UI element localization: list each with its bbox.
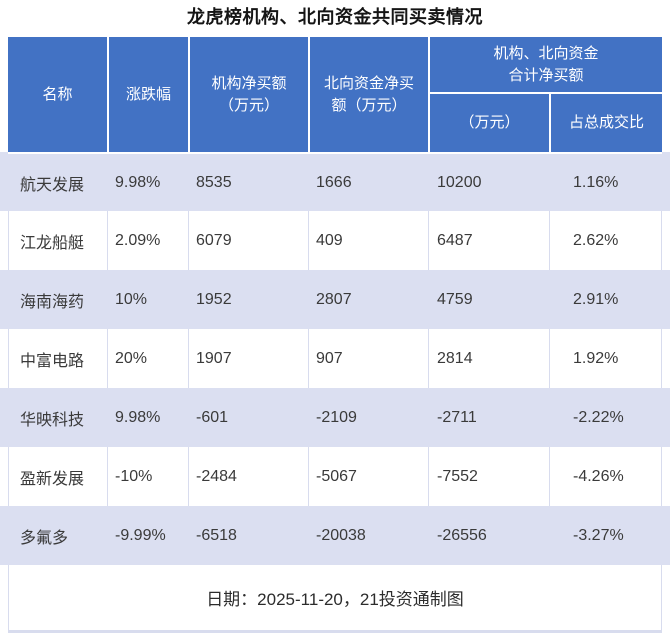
stock-name-cell: 江龙船艇 — [8, 211, 107, 270]
table-row: 多氟多 -9.99% -6518 -20038 -26556 -3.27% — [8, 506, 663, 565]
change-cell: 2.09% — [107, 211, 188, 270]
table-row: 江龙船艇 2.09% 6079 409 6487 2.62% — [8, 211, 663, 270]
inst-net-cell: 1907 — [188, 329, 308, 388]
total-net-cell: 2814 — [428, 329, 549, 388]
change-cell: 9.98% — [107, 388, 188, 447]
table-row: 中富电路 20% 1907 907 2814 1.92% — [8, 329, 663, 388]
stock-name-cell: 华映科技 — [8, 388, 107, 447]
table-header: 名称 涨跌幅 机构净买额 （万元） 北向资金净买 额（万元） 机构、北向资金 合… — [8, 37, 663, 152]
table-row: 华映科技 9.98% -601 -2109 -2711 -2.22% — [8, 388, 663, 447]
inst-net-cell: -6518 — [188, 506, 308, 565]
total-net-cell: 6487 — [428, 211, 549, 270]
north-net-cell: 1666 — [308, 152, 428, 211]
change-cell: 20% — [107, 329, 188, 388]
pct-cell: -3.27% — [549, 506, 663, 565]
change-cell: -10% — [107, 447, 188, 506]
source-note-text: 日期：2025-11-20，21投资通制图 — [206, 590, 464, 609]
north-net-cell: -20038 — [308, 506, 428, 565]
table-row: 海南海药 10% 1952 2807 4759 2.91% — [8, 270, 663, 329]
inst-net-cell: -601 — [188, 388, 308, 447]
change-cell: 9.98% — [107, 152, 188, 211]
stock-name-cell: 多氟多 — [8, 506, 107, 565]
total-net-cell: -26556 — [428, 506, 549, 565]
total-net-cell: 10200 — [428, 152, 549, 211]
stock-name-cell: 盈新发展 — [8, 447, 107, 506]
pct-cell: 1.92% — [549, 329, 663, 388]
col-header-name: 名称 — [8, 37, 107, 152]
col-header-change: 涨跌幅 — [107, 37, 188, 152]
inst-net-cell: 1952 — [188, 270, 308, 329]
stock-name-cell: 中富电路 — [8, 329, 107, 388]
north-net-cell: 2807 — [308, 270, 428, 329]
pct-cell: 2.62% — [549, 211, 663, 270]
col-header-north-net-buy: 北向资金净买 额（万元） — [308, 37, 428, 152]
north-net-cell: -5067 — [308, 447, 428, 506]
inst-net-cell: 6079 — [188, 211, 308, 270]
north-net-cell: 907 — [308, 329, 428, 388]
change-cell: -9.99% — [107, 506, 188, 565]
pct-cell: 1.16% — [549, 152, 663, 211]
header-row-sub: （万元） 占总成交比 — [8, 94, 663, 152]
header-row-top: 名称 涨跌幅 机构净买额 （万元） 北向资金净买 额（万元） 机构、北向资金 合… — [8, 37, 663, 152]
pct-cell: -2.22% — [549, 388, 663, 447]
inst-net-cell: -2484 — [188, 447, 308, 506]
north-net-cell: -2109 — [308, 388, 428, 447]
pct-cell: -4.26% — [549, 447, 663, 506]
north-net-cell: 409 — [308, 211, 428, 270]
pct-cell: 2.91% — [549, 270, 663, 329]
source-note: 日期：2025-11-20，21投资通制图 — [8, 565, 662, 633]
total-net-cell: 4759 — [428, 270, 549, 329]
total-net-cell: -2711 — [428, 388, 549, 447]
table-row: 盈新发展 -10% -2484 -5067 -7552 -4.26% — [8, 447, 663, 506]
col-header-combined-amount: （万元） — [428, 94, 549, 152]
total-net-cell: -7552 — [428, 447, 549, 506]
inst-net-cell: 8535 — [188, 152, 308, 211]
stock-name-cell: 航天发展 — [8, 152, 107, 211]
col-header-inst-net-buy: 机构净买额 （万元） — [188, 37, 308, 152]
stock-name-cell: 海南海药 — [8, 270, 107, 329]
col-header-combined-pct: 占总成交比 — [549, 94, 663, 152]
change-cell: 10% — [107, 270, 188, 329]
page-title: 龙虎榜机构、北向资金共同买卖情况 — [187, 7, 483, 27]
table-body: 航天发展 9.98% 8535 1666 10200 1.16% 江龙船艇 2.… — [8, 152, 663, 565]
col-header-combined-group: 机构、北向资金 合计净买额 — [428, 37, 663, 94]
table-row: 航天发展 9.98% 8535 1666 10200 1.16% — [8, 152, 663, 211]
stocks-table: 名称 涨跌幅 机构净买额 （万元） 北向资金净买 额（万元） 机构、北向资金 合… — [8, 37, 663, 565]
